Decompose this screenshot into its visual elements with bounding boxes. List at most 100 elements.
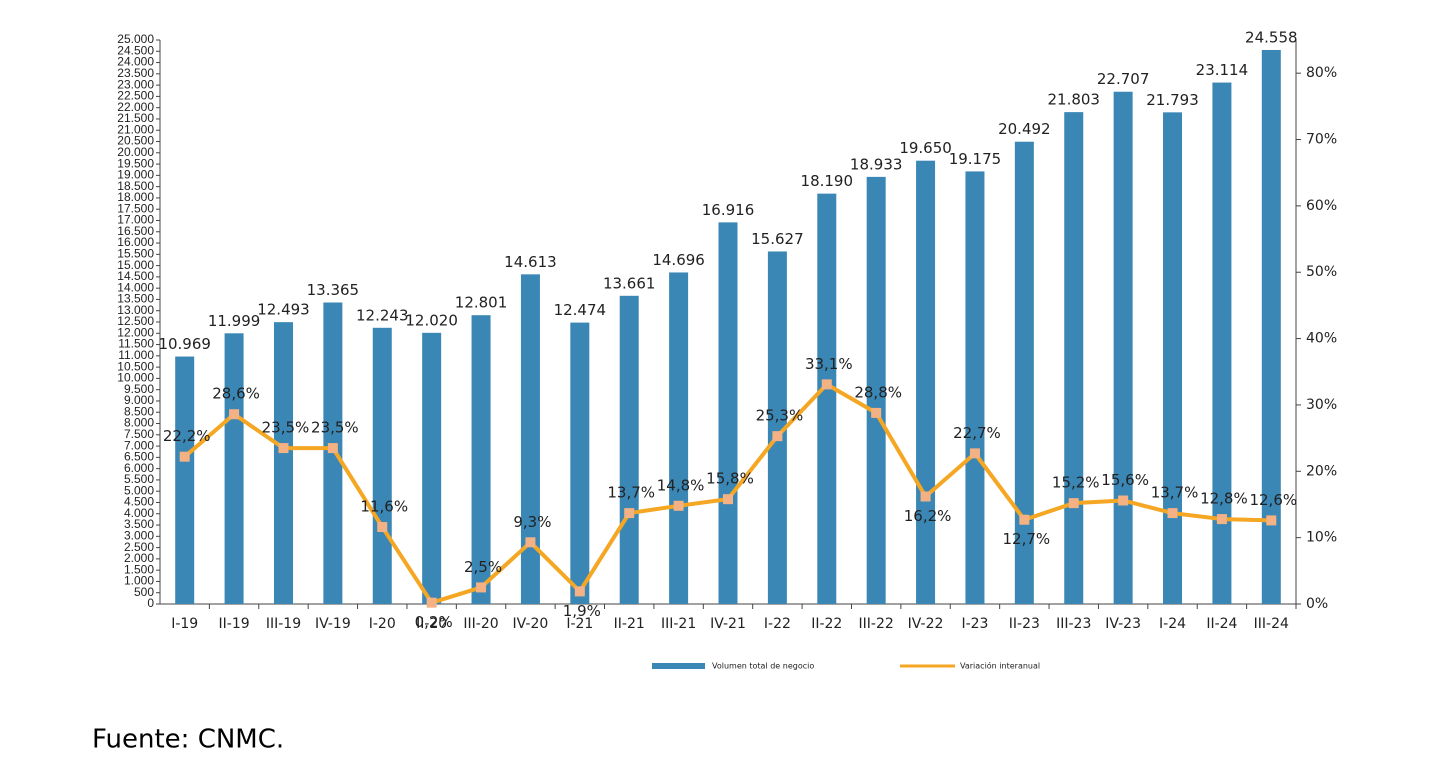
bar: [1064, 112, 1084, 604]
y-tick-label: 5.000: [124, 483, 154, 497]
y-tick-label: 0: [147, 596, 154, 610]
bar: [224, 333, 244, 604]
bar-value-label: 12.801: [455, 294, 508, 312]
line-value-label: 28,6%: [212, 385, 260, 403]
bar: [175, 356, 195, 604]
y-tick-label: 22.000: [117, 100, 154, 114]
line-marker: [920, 491, 931, 502]
x-tick-label: IV-22: [908, 616, 944, 632]
bar-value-label: 12.243: [356, 306, 409, 324]
x-tick-label: III-24: [1254, 616, 1289, 632]
y-tick-label: 24.000: [117, 55, 154, 69]
y-tick-label: 21.500: [117, 111, 154, 125]
y-tick-label: 7.000: [124, 438, 154, 452]
line-value-label: 25,3%: [756, 407, 804, 425]
line-marker: [723, 494, 733, 505]
x-tick-label: II-21: [614, 616, 645, 632]
x-tick-label: I-19: [171, 616, 198, 632]
line-value-label: 12,6%: [1249, 491, 1297, 509]
x-tick-label: IV-20: [513, 616, 549, 632]
bar-value-label: 24.558: [1245, 28, 1298, 46]
line-value-label: 33,1%: [805, 355, 853, 373]
y-tick-label: 21.000: [117, 122, 154, 136]
line-marker: [1216, 514, 1227, 525]
y2-tick-label: 50%: [1306, 264, 1337, 280]
y-tick-label: 19.000: [117, 168, 154, 182]
x-tick-label: III-23: [1056, 616, 1091, 632]
bar-value-label: 19.175: [949, 150, 1002, 168]
x-tick-label: I-24: [1159, 616, 1186, 632]
bar-value-label: 22.707: [1097, 70, 1150, 88]
y2-tick-label: 30%: [1306, 397, 1337, 413]
bar: [1113, 91, 1133, 604]
line-marker: [624, 508, 635, 519]
bar: [273, 322, 293, 604]
bar: [323, 302, 343, 604]
y2-tick-label: 70%: [1306, 132, 1337, 148]
y-tick-label: 7.500: [124, 427, 154, 441]
y-tick-label: 10.000: [117, 371, 154, 385]
bar-value-label: 12.474: [554, 301, 607, 319]
bar: [619, 295, 639, 604]
legend-swatch: [652, 663, 705, 669]
y-tick-label: 17.500: [117, 201, 154, 215]
line-marker: [327, 443, 338, 454]
bar-value-label: 10.969: [158, 335, 211, 353]
line-value-label: 14,8%: [657, 476, 705, 494]
line-marker: [1118, 495, 1129, 506]
y-tick-label: 11.500: [118, 337, 154, 351]
y-tick-label: 15.500: [117, 246, 154, 260]
line-value-label: 2,5%: [464, 558, 502, 576]
y-tick-label: 4.500: [124, 495, 154, 509]
x-tick-label: I-20: [369, 616, 396, 632]
x-tick-label: III-21: [661, 616, 696, 632]
line-marker: [821, 379, 832, 390]
line-value-label: 22,7%: [953, 424, 1001, 442]
line-value-label: 12,7%: [1003, 530, 1051, 548]
bar: [866, 176, 886, 604]
line-value-label: 13,7%: [1151, 484, 1199, 502]
bar: [422, 332, 442, 604]
y-tick-label: 14.500: [117, 269, 154, 283]
y2-tick-label: 10%: [1306, 530, 1337, 546]
bar-value-label: 18.933: [850, 155, 903, 173]
line-marker: [476, 582, 487, 593]
bar: [1014, 141, 1034, 604]
bar: [471, 315, 491, 604]
x-tick-label: II-24: [1206, 616, 1237, 632]
source-note: Fuente: CNMC.: [92, 725, 284, 755]
y2-tick-label: 40%: [1306, 331, 1337, 347]
line-value-label: 23,5%: [311, 419, 359, 437]
y-tick-label: 8.500: [124, 404, 154, 418]
line-marker: [278, 443, 289, 454]
line-marker: [1266, 515, 1277, 526]
y-tick-label: 12.500: [117, 314, 154, 328]
bar-value-label: 19.650: [899, 139, 952, 157]
line-marker: [871, 407, 882, 418]
y-tick-label: 10.500: [117, 359, 154, 373]
bar-value-label: 23.114: [1196, 61, 1249, 79]
bar: [570, 322, 590, 604]
line-value-label: 13,7%: [607, 484, 655, 502]
bar: [372, 327, 392, 604]
y2-tick-label: 0%: [1306, 596, 1328, 612]
y-tick-label: 16.000: [117, 235, 154, 249]
y2-tick-label: 20%: [1306, 463, 1337, 479]
bar-value-label: 15.627: [751, 230, 804, 248]
line-marker: [377, 522, 388, 533]
line-value-label: 15,8%: [706, 470, 754, 488]
bar: [1261, 49, 1281, 605]
bar-value-label: 14.696: [652, 251, 705, 269]
bar: [1163, 112, 1183, 605]
line-value-label: 16,2%: [904, 507, 952, 525]
y-tick-label: 25.000: [117, 32, 154, 46]
y2-tick-label: 80%: [1306, 65, 1337, 81]
y-tick-label: 18.000: [117, 190, 154, 204]
line-value-label: 28,8%: [854, 383, 902, 401]
line-marker: [574, 586, 585, 597]
y-tick-label: 18.500: [117, 179, 154, 193]
line-marker: [1167, 508, 1178, 519]
legend-label: Volumen total de negocio: [712, 662, 814, 671]
line-value-label: 15,6%: [1101, 471, 1149, 489]
y-tick-label: 16.500: [117, 224, 154, 238]
